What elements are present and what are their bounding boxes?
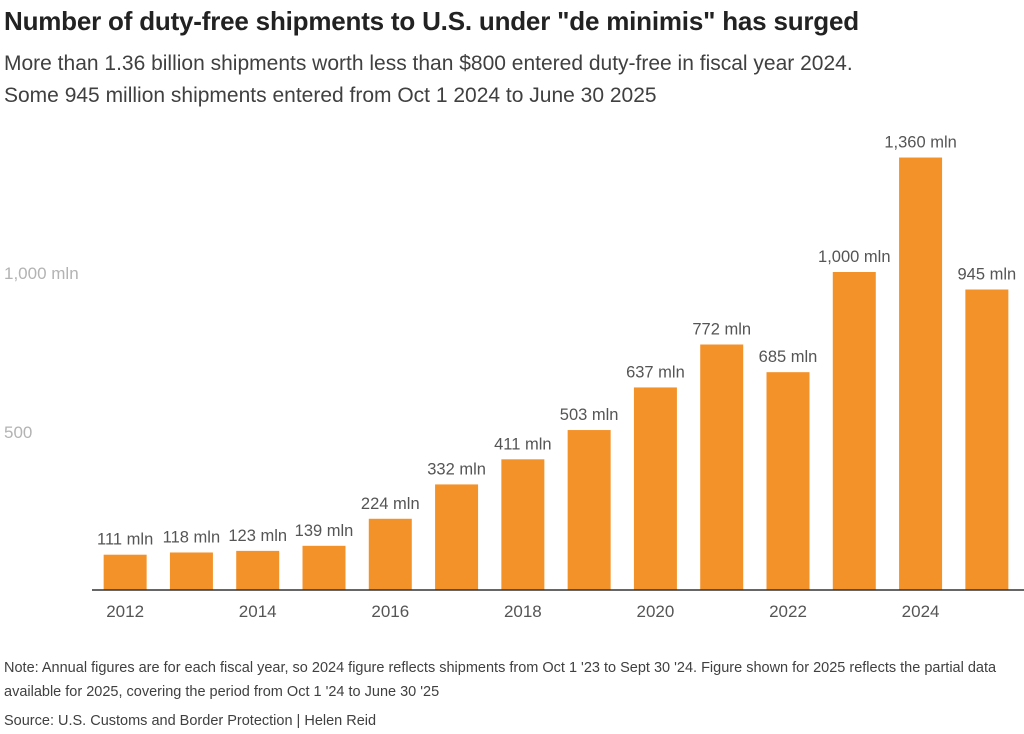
y-tick-label: 500	[4, 423, 32, 442]
subtitle-line-2: Some 945 million shipments entered from …	[4, 84, 657, 107]
bar	[899, 157, 943, 590]
x-tick-label: 2022	[769, 602, 807, 621]
bar	[169, 552, 213, 590]
bar	[965, 289, 1009, 590]
bar-value-label: 139 mln	[295, 522, 354, 540]
bar	[368, 518, 412, 590]
bar-value-label: 1,360 mln	[884, 134, 956, 152]
bar-value-label: 945 mln	[958, 265, 1017, 283]
x-tick-label: 2020	[637, 602, 675, 621]
bar-value-label: 111 mln	[97, 531, 153, 549]
bar	[633, 387, 677, 590]
bar	[236, 550, 280, 590]
bar	[435, 484, 479, 590]
chart-subtitle: More than 1.36 billion shipments worth l…	[4, 48, 1019, 112]
bar	[302, 545, 346, 590]
bar-chart: 500 1,000 mln 111 mln 118 mln 123 mln 139 ml…	[4, 134, 1024, 621]
bar-value-label: 772 mln	[692, 321, 751, 339]
x-tick-label: 2012	[106, 602, 144, 621]
y-axis-tick-labels: 500 1,000 mln	[4, 264, 79, 442]
bar	[501, 459, 545, 590]
bar-value-label: 1,000 mln	[818, 248, 890, 266]
bar-value-label: 118 mln	[163, 528, 220, 546]
x-tick-label: 2016	[371, 602, 409, 621]
bar-value-label: 685 mln	[759, 348, 818, 366]
chart-title: Number of duty-free shipments to U.S. un…	[4, 6, 859, 36]
x-axis-tick-labels: 2012 2014 2016 2018 2020 2022 2024	[106, 602, 939, 621]
data-labels: 111 mln 118 mln 123 mln 139 mln 224 mln 332 m…	[97, 134, 1016, 549]
bars	[103, 157, 1009, 590]
chart-source: Source: U.S. Customs and Border Protecti…	[4, 713, 377, 729]
subtitle-line-1: More than 1.36 billion shipments worth l…	[4, 52, 853, 75]
bar	[567, 430, 611, 590]
x-tick-label: 2014	[239, 602, 277, 621]
x-tick-label: 2018	[504, 602, 542, 621]
chart-footnote: Note: Annual figures are for each fiscal…	[4, 660, 997, 700]
bar	[832, 272, 876, 590]
bar-value-label: 503 mln	[560, 406, 619, 424]
bar-value-label: 637 mln	[626, 363, 685, 381]
bar-value-label: 224 mln	[361, 495, 420, 513]
bar	[103, 554, 147, 590]
bar-value-label: 332 mln	[427, 460, 486, 478]
bar-value-label: 411 mln	[494, 435, 551, 453]
y-tick-label: 1,000 mln	[4, 264, 79, 283]
x-tick-label: 2024	[902, 602, 940, 621]
bar	[700, 344, 744, 590]
bar-value-label: 123 mln	[228, 527, 287, 545]
bar	[766, 372, 810, 590]
